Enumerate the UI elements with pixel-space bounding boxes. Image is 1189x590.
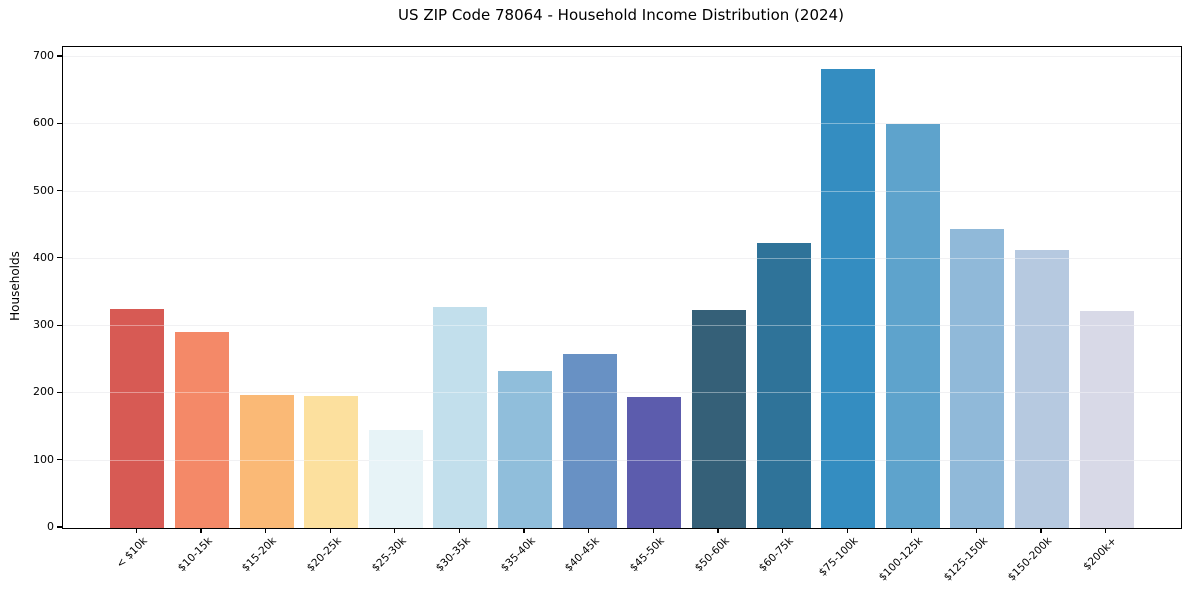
bar [368, 430, 423, 528]
bar [691, 310, 746, 528]
chart-title: US ZIP Code 78064 - Household Income Dis… [398, 6, 844, 24]
x-tick-label: $200k+ [1081, 535, 1120, 573]
x-tick-label: $15-20k [239, 535, 280, 575]
plot-area [62, 46, 1182, 529]
y-tick-mark [57, 324, 62, 326]
bar [1015, 249, 1070, 528]
gridline [63, 56, 1181, 58]
gridline-overlay [63, 190, 1181, 192]
y-tick-mark [57, 526, 62, 528]
x-tick-label: $10-15k [175, 535, 215, 575]
y-tick-mark [57, 122, 62, 124]
bar [498, 371, 553, 528]
gridline [63, 257, 1181, 259]
y-tick-mark [57, 459, 62, 461]
x-tick-mark [329, 528, 331, 534]
y-tick-label: 100 [33, 452, 54, 466]
x-tick-mark [781, 528, 784, 534]
x-tick-mark [911, 528, 913, 534]
gridline-overlay [63, 257, 1181, 259]
bar [885, 123, 940, 528]
gridline-overlay [63, 123, 1181, 125]
bar [110, 308, 165, 528]
y-tick-mark [57, 190, 62, 192]
x-tick-label: $20-25k [304, 535, 344, 575]
x-tick-mark [588, 528, 590, 534]
y-tick-mark [57, 257, 62, 259]
x-tick-label: $60-75k [756, 535, 797, 575]
y-tick-label: 600 [33, 116, 54, 130]
x-tick-label: $45-50k [627, 535, 667, 575]
bar [627, 396, 682, 528]
bar [239, 394, 294, 528]
gridline [63, 123, 1181, 125]
bar [950, 229, 1005, 528]
gridline [63, 325, 1181, 327]
bar [174, 332, 229, 528]
x-tick-label: $100-125k [876, 535, 926, 584]
x-tick-label: $50-60k [692, 535, 732, 575]
gridline [63, 392, 1181, 394]
x-tick-mark [458, 528, 461, 534]
x-tick-mark [394, 528, 396, 534]
x-tick-label: $30-35k [433, 535, 473, 575]
y-tick-label: 0 [47, 520, 54, 533]
gridline-overlay [63, 392, 1181, 394]
bar [562, 353, 617, 528]
bar [433, 307, 488, 528]
x-tick-mark [652, 528, 654, 534]
gridline [63, 459, 1181, 461]
x-tick-mark [523, 528, 525, 534]
gridline [63, 190, 1181, 192]
bar [821, 68, 876, 528]
gridline-overlay [63, 459, 1181, 461]
y-tick-label: 200 [33, 385, 54, 399]
y-tick-label: 700 [33, 49, 54, 63]
x-tick-label: $150-200k [1006, 535, 1055, 584]
x-tick-label: $40-45k [563, 535, 603, 575]
x-tick-mark [200, 528, 202, 534]
x-tick-label: < $10k [114, 535, 150, 571]
x-tick-mark [1105, 528, 1107, 534]
bar [1079, 310, 1134, 528]
x-tick-mark [846, 528, 848, 534]
y-tick-mark [57, 55, 62, 57]
x-tick-label: $75-100k [816, 535, 861, 579]
y-tick-label: 400 [33, 250, 54, 264]
y-tick-label: 500 [33, 183, 54, 197]
x-tick-mark [717, 528, 719, 534]
gridline-overlay [63, 56, 1181, 58]
gridline-overlay [63, 325, 1181, 327]
x-tick-label: $125-150k [941, 535, 990, 584]
x-tick-mark [135, 528, 137, 534]
y-tick-label: 300 [33, 318, 54, 332]
x-tick-label: $25-30k [369, 535, 409, 575]
x-tick-mark [264, 528, 267, 534]
x-tick-mark [975, 528, 978, 534]
y-tick-mark [57, 391, 62, 394]
bar [756, 242, 811, 528]
x-tick-label: $35-40k [498, 535, 538, 575]
bar [304, 396, 359, 528]
x-tick-mark [1040, 528, 1042, 534]
